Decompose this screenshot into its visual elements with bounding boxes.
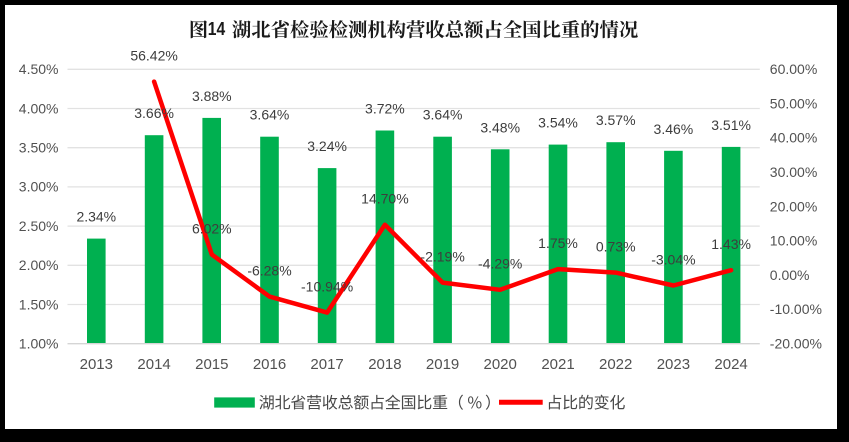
svg-text:4.00%: 4.00% [19, 100, 59, 116]
svg-text:2015: 2015 [195, 356, 228, 373]
svg-text:2019: 2019 [426, 356, 459, 373]
svg-text:50.00%: 50.00% [770, 95, 817, 111]
svg-text:14.70%: 14.70% [361, 191, 408, 207]
svg-text:4.50%: 4.50% [19, 61, 59, 77]
svg-text:2013: 2013 [80, 356, 113, 373]
svg-text:30.00%: 30.00% [770, 164, 817, 180]
svg-text:20.00%: 20.00% [770, 198, 817, 214]
svg-text:3.57%: 3.57% [596, 112, 636, 128]
svg-text:3.72%: 3.72% [365, 101, 405, 117]
svg-text:2024: 2024 [714, 356, 747, 373]
svg-text:3.64%: 3.64% [250, 107, 290, 123]
svg-text:0.00%: 0.00% [770, 267, 810, 283]
svg-text:3.00%: 3.00% [19, 179, 59, 195]
svg-text:-6.28%: -6.28% [247, 263, 291, 279]
svg-text:-10.00%: -10.00% [770, 301, 822, 317]
svg-text:1.75%: 1.75% [538, 235, 578, 251]
svg-text:3.64%: 3.64% [423, 107, 463, 123]
svg-text:2023: 2023 [657, 356, 690, 373]
svg-text:-10.94%: -10.94% [301, 278, 353, 294]
svg-text:1.00%: 1.00% [19, 336, 59, 352]
svg-text:0.73%: 0.73% [596, 238, 636, 254]
svg-text:-4.29%: -4.29% [478, 256, 522, 272]
svg-text:6.02%: 6.02% [192, 220, 232, 236]
svg-text:1.43%: 1.43% [711, 236, 751, 252]
svg-text:3.54%: 3.54% [538, 115, 578, 131]
svg-text:2.00%: 2.00% [19, 257, 59, 273]
svg-text:-20.00%: -20.00% [770, 336, 822, 352]
svg-text:2.34%: 2.34% [76, 209, 116, 225]
svg-text:2017: 2017 [310, 356, 343, 373]
svg-text:2020: 2020 [484, 356, 517, 373]
svg-text:3.24%: 3.24% [307, 138, 347, 154]
svg-text:40.00%: 40.00% [770, 130, 817, 146]
svg-text:60.00%: 60.00% [770, 61, 817, 77]
svg-text:2021: 2021 [541, 356, 574, 373]
svg-text:3.66%: 3.66% [134, 105, 174, 121]
svg-text:3.48%: 3.48% [480, 119, 520, 135]
svg-text:-3.04%: -3.04% [651, 251, 695, 267]
svg-text:2.50%: 2.50% [19, 218, 59, 234]
svg-text:2014: 2014 [137, 356, 170, 373]
svg-text:-2.19%: -2.19% [420, 248, 464, 264]
svg-text:56.42%: 56.42% [130, 47, 177, 63]
svg-text:2022: 2022 [599, 356, 632, 373]
svg-text:2018: 2018 [368, 356, 401, 373]
svg-text:1.50%: 1.50% [19, 296, 59, 312]
svg-text:2016: 2016 [253, 356, 286, 373]
svg-text:3.46%: 3.46% [654, 121, 694, 137]
svg-text:14: 14 [208, 18, 226, 39]
svg-text:10.00%: 10.00% [770, 233, 817, 249]
svg-text:3.50%: 3.50% [19, 140, 59, 156]
svg-text:3.51%: 3.51% [711, 117, 751, 133]
svg-text:3.88%: 3.88% [192, 88, 232, 104]
